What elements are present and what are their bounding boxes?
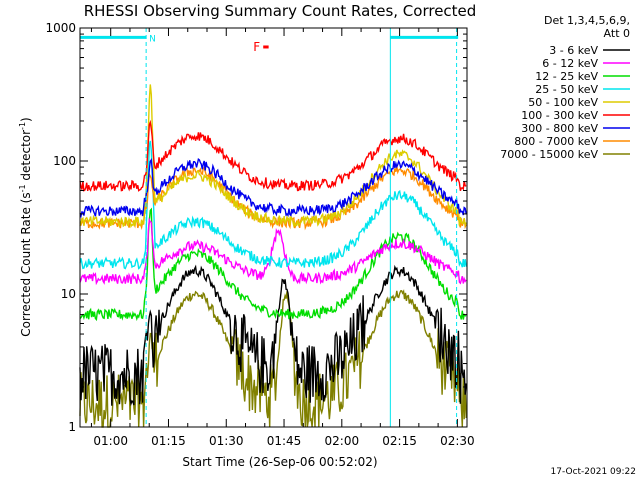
- y-label-mid: detector: [19, 130, 33, 185]
- y-label-exp2: -1: [18, 122, 27, 130]
- series-line-2: [79, 207, 467, 322]
- series-line-3: [79, 140, 467, 270]
- plot-frame: [79, 27, 468, 428]
- y-label-main: Corrected Count Rate (s: [19, 192, 33, 336]
- y-tick-label: 1000: [45, 21, 76, 35]
- flare-flag-label: F: [253, 40, 260, 54]
- night-flag-label: N: [149, 34, 156, 44]
- legend-label: 6 - 12 keV: [542, 57, 598, 70]
- y-tick-label: 10: [61, 287, 76, 301]
- series-layer: [79, 84, 467, 428]
- legend-label: 12 - 25 keV: [535, 70, 598, 83]
- x-tick-label: 02:15: [382, 434, 417, 448]
- footer-timestamp: 17-Oct-2021 09:22: [551, 467, 636, 477]
- legend-label: 800 - 7000 keV: [514, 135, 598, 148]
- y-tick-label: 1: [68, 420, 76, 434]
- legend-label: 300 - 800 keV: [521, 122, 598, 135]
- series-line-1: [79, 217, 467, 286]
- x-tick-label: 02:00: [325, 434, 360, 448]
- y-label-end: ): [19, 117, 33, 122]
- y-axis-label: Corrected Count Rate (s-1 detector-1): [18, 117, 33, 336]
- y-tick-label: 100: [53, 154, 76, 168]
- legend-header-1: Det 1,3,4,5,6,9,: [544, 14, 630, 27]
- series-line-6: [79, 157, 467, 219]
- legend-label: 7000 - 15000 keV: [500, 148, 598, 161]
- series-line-5: [79, 119, 467, 192]
- series-line-0: [79, 264, 467, 407]
- legend-header-2: Att 0: [604, 27, 630, 40]
- series-line-4: [79, 84, 467, 229]
- y-label-exp1: -1: [18, 184, 27, 192]
- x-tick-label: 01:15: [151, 434, 186, 448]
- tick-layer: 1 10 100 1000 01:00 01:15 01:30 01:45 02:00 02:15…: [45, 21, 474, 448]
- x-axis-label: Start Time (26-Sep-06 00:52:02): [182, 455, 377, 469]
- marker-layer: NF: [80, 28, 459, 427]
- legend-label: 100 - 300 keV: [521, 109, 598, 122]
- legend-label: 25 - 50 keV: [535, 83, 598, 96]
- legend-label: 50 - 100 keV: [528, 96, 598, 109]
- x-tick-label: 02:30: [440, 434, 475, 448]
- x-tick-label: 01:30: [209, 434, 244, 448]
- legend-label: 3 - 6 keV: [549, 44, 598, 57]
- x-tick-label: 01:00: [93, 434, 128, 448]
- chart-title: RHESSI Observing Summary Count Rates, Co…: [84, 2, 477, 20]
- x-tick-label: 01:45: [267, 434, 302, 448]
